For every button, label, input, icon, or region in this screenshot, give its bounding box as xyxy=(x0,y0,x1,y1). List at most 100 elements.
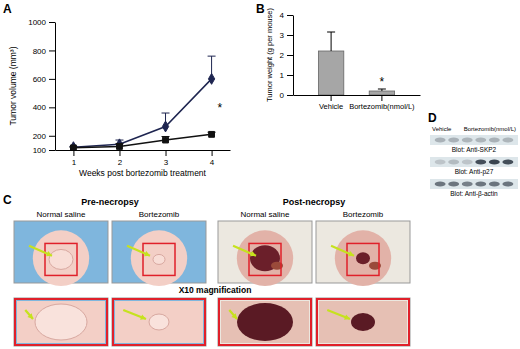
plot-area xyxy=(318,32,394,95)
blot-label: Blot: Anti-p27 xyxy=(455,168,494,176)
marker xyxy=(70,142,76,150)
panel-label: B xyxy=(256,2,265,16)
marker xyxy=(163,137,169,143)
tick: 1 xyxy=(280,71,293,80)
marker xyxy=(209,131,215,137)
highlight-box xyxy=(219,299,311,345)
band xyxy=(475,159,486,164)
tick-mark xyxy=(287,35,293,36)
band xyxy=(435,159,446,164)
band xyxy=(475,137,486,142)
tick-label: 1000 xyxy=(28,18,46,27)
photo xyxy=(316,298,410,346)
photo xyxy=(218,221,312,286)
band xyxy=(502,181,513,186)
error-bar xyxy=(331,32,332,51)
band xyxy=(502,137,513,142)
tick: 2 xyxy=(280,51,293,60)
tick-mark xyxy=(212,150,213,156)
arrow-shaft xyxy=(327,310,350,319)
tick-mark xyxy=(49,79,55,80)
arrow-head xyxy=(46,251,52,256)
tick-mark xyxy=(49,50,55,51)
y-axis-title: Tumor volume (mm³) xyxy=(8,46,18,125)
tick-mark xyxy=(287,95,293,96)
tick: Bortezomib(nmol/L) xyxy=(349,95,415,111)
band xyxy=(489,137,500,142)
tick-label: 1 xyxy=(280,71,285,80)
tick-label: Vehicle xyxy=(319,102,343,111)
tick-label: 1 xyxy=(72,158,77,167)
arrow-shaft xyxy=(127,246,150,256)
tick-mark xyxy=(49,107,55,108)
axis-line xyxy=(294,95,421,96)
tumor xyxy=(351,313,375,331)
bar xyxy=(318,51,343,95)
photo xyxy=(316,221,410,286)
band xyxy=(435,181,446,186)
y-axis-title: Tumor weight (g per mouse) xyxy=(265,8,274,102)
tick-mark xyxy=(287,75,293,76)
photo-label: Normal saline xyxy=(37,210,86,219)
chart-a: 10020040060080010001234*Tumor volume (mm… xyxy=(8,18,231,178)
band xyxy=(489,181,500,186)
header: Pre-necropsy xyxy=(81,197,139,207)
highlight-box xyxy=(347,243,379,275)
arrow-shaft xyxy=(29,246,52,256)
arrow-shaft xyxy=(331,246,354,256)
band xyxy=(489,159,500,164)
tick-mark xyxy=(381,95,382,101)
axis: 1234 xyxy=(56,150,231,167)
tick: 3 xyxy=(164,150,169,167)
arrow-head xyxy=(348,251,354,256)
photo-label: Normal saline xyxy=(241,210,290,219)
panel-label: A xyxy=(3,2,12,16)
tumor xyxy=(35,304,87,340)
background xyxy=(0,0,520,349)
tumor xyxy=(49,249,73,269)
mouse-body xyxy=(33,230,89,286)
photo xyxy=(218,298,312,346)
tick: 100 xyxy=(33,146,55,155)
tick-mark xyxy=(49,22,55,23)
photo xyxy=(112,221,206,286)
band xyxy=(462,137,473,142)
zoom-area xyxy=(319,301,407,343)
tick-mark xyxy=(119,150,120,156)
arrow-head xyxy=(344,314,350,319)
arrow-shaft xyxy=(123,310,146,319)
marker xyxy=(208,73,214,84)
tick-label: 2 xyxy=(118,158,123,167)
marker xyxy=(116,139,122,150)
photo-background xyxy=(112,298,206,346)
band xyxy=(435,137,446,142)
annotation: * xyxy=(218,101,223,115)
tick-label: 3 xyxy=(164,158,169,167)
tick: 4 xyxy=(280,11,293,20)
tick: 400 xyxy=(33,103,55,112)
blot-label: Blot: Anti-β-actin xyxy=(450,190,498,198)
axis-line xyxy=(293,16,294,96)
tick: 3 xyxy=(280,31,293,40)
tick-label: 0 xyxy=(280,91,285,100)
photo xyxy=(14,221,108,286)
tick-label: 600 xyxy=(33,75,47,84)
tick-label: 400 xyxy=(33,103,47,112)
tick-mark xyxy=(73,150,74,156)
tick: 1 xyxy=(72,150,77,167)
tick-label: 2 xyxy=(280,51,285,60)
tick: 200 xyxy=(33,132,55,141)
photo-background xyxy=(218,298,312,346)
photo xyxy=(14,298,108,346)
highlight-box xyxy=(249,243,281,275)
band xyxy=(475,181,486,186)
series-line xyxy=(73,134,211,148)
band xyxy=(448,159,459,164)
tick-label: 4 xyxy=(280,11,285,20)
bar xyxy=(369,91,394,95)
highlight-box xyxy=(113,299,205,345)
tick-mark xyxy=(287,55,293,56)
photo xyxy=(112,298,206,346)
tick-mark xyxy=(166,150,167,156)
blot-strip xyxy=(430,135,518,145)
